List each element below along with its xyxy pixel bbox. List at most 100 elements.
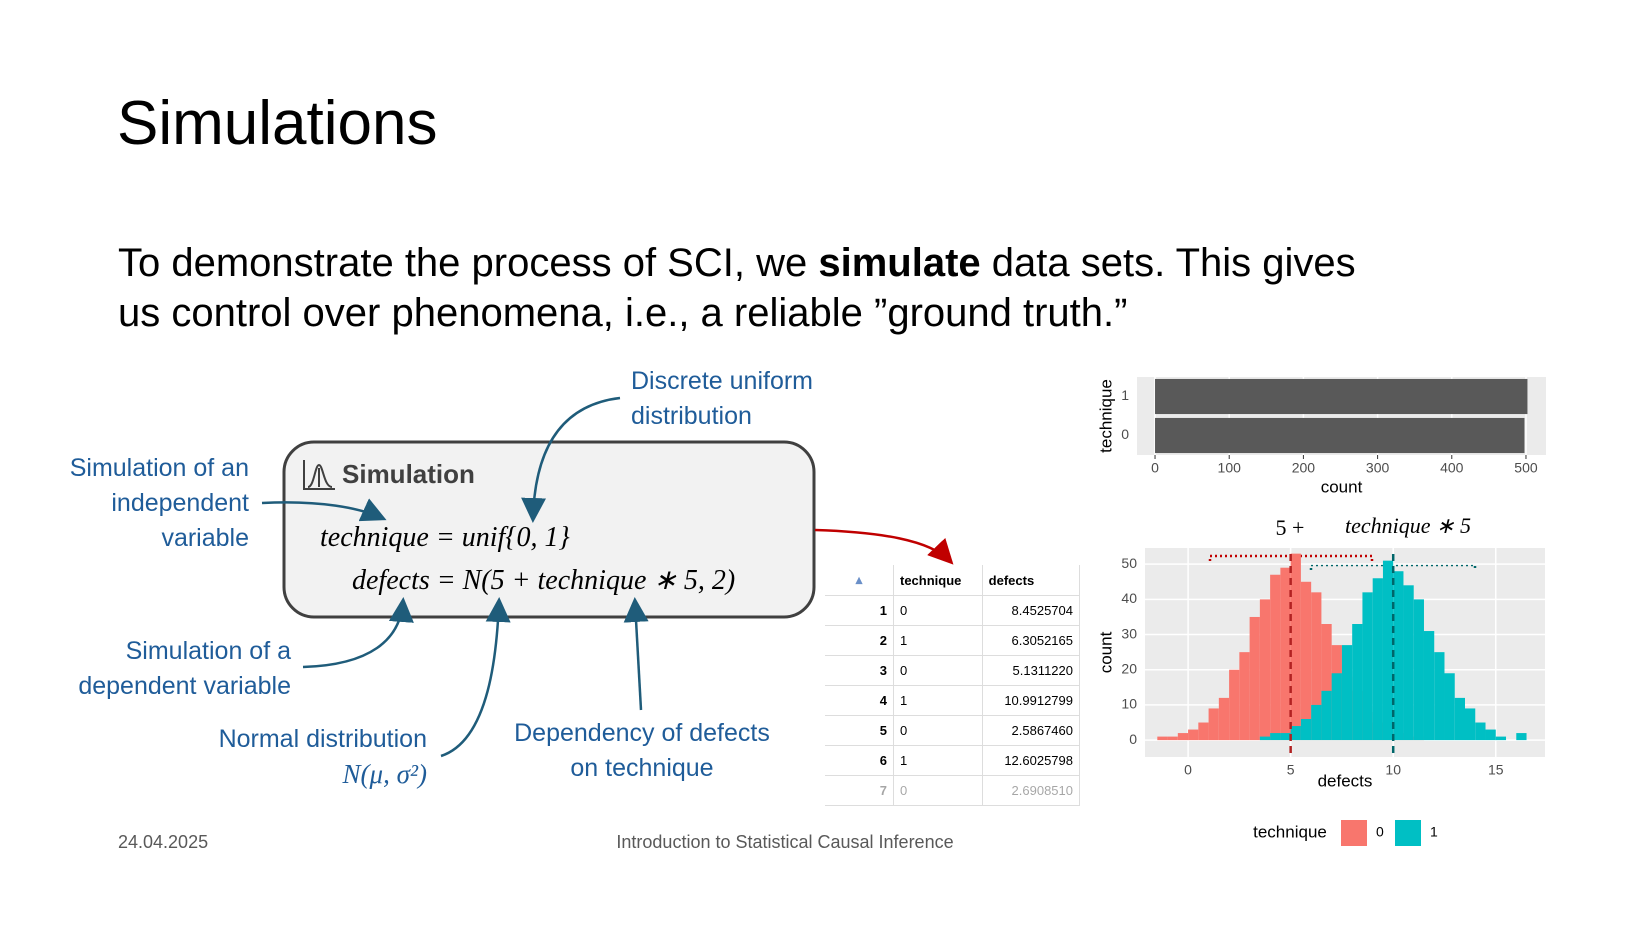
x-tick-label: 100 xyxy=(1218,460,1242,476)
hist-bar xyxy=(1311,704,1322,741)
y-tick-label: 10 xyxy=(1121,696,1137,712)
y-tick-label: 1 xyxy=(1121,387,1129,403)
intro-bold: simulate xyxy=(818,241,981,285)
table-cell: 1 xyxy=(893,685,983,716)
index-header: ▴ xyxy=(825,565,894,596)
intro-part: To demonstrate the process of SCI, we xyxy=(118,241,819,285)
hist-bar xyxy=(1280,733,1291,741)
table-row: 5 0 2.5867460 xyxy=(825,715,1081,746)
formula: technique = unif{0, 1} xyxy=(320,522,570,553)
hist-bar xyxy=(1495,736,1507,741)
hist-bar xyxy=(1218,697,1230,741)
x-axis-label: count xyxy=(1321,477,1363,496)
hist-bar xyxy=(1188,729,1199,741)
table-cell: 8.4525704 xyxy=(982,595,1081,626)
x-tick-label: 200 xyxy=(1292,460,1316,476)
legend-label: 0 xyxy=(1376,824,1384,840)
hist-bar xyxy=(1341,645,1353,741)
note: Simulation of a dependent variable xyxy=(78,637,291,700)
annotation: technique ∗ 5 xyxy=(1345,513,1471,538)
y-tick-label: 20 xyxy=(1121,660,1137,676)
hist-bar xyxy=(1290,553,1301,741)
annotation: 5 + xyxy=(1276,515,1305,540)
hist-bar xyxy=(1321,690,1332,741)
hist-bar xyxy=(1280,567,1291,741)
table-cell: 10.9912799 xyxy=(982,685,1081,716)
table-cell: 6 xyxy=(825,745,894,776)
y-axis-label: count xyxy=(1096,631,1115,673)
legend-title: technique xyxy=(1253,822,1327,841)
hist-bar xyxy=(1290,726,1301,741)
hist-bar xyxy=(1465,708,1476,741)
table-row: 2 1 6.3052165 xyxy=(825,625,1081,656)
hist-bar xyxy=(1157,736,1168,741)
hist-bar xyxy=(1259,599,1271,741)
hist-bar xyxy=(1249,616,1260,741)
x-axis-label: defects xyxy=(1318,771,1373,790)
table-cell: 6.3052165 xyxy=(982,625,1081,656)
note: Discrete uniform distribution xyxy=(631,367,813,430)
hist-bar xyxy=(1321,624,1332,741)
column-header: defects xyxy=(982,565,1081,596)
data-arrow xyxy=(814,528,954,565)
legend-key xyxy=(1395,820,1421,846)
hist-bar xyxy=(1229,669,1240,741)
simulation-box xyxy=(282,440,816,619)
x-tick-label: 400 xyxy=(1440,460,1464,476)
bar xyxy=(1155,378,1528,415)
hist-bar xyxy=(1362,592,1373,741)
hist-bar xyxy=(1444,673,1455,741)
y-tick-label: 40 xyxy=(1121,590,1137,606)
hist-bar xyxy=(1485,729,1496,741)
hist-bar xyxy=(1403,585,1414,741)
x-tick-label: 0 xyxy=(1151,460,1159,476)
note: Dependency of defects on technique xyxy=(514,719,770,782)
slide-title: Simulations xyxy=(117,89,438,158)
hist-bar xyxy=(1516,733,1527,741)
table-cell: 2 xyxy=(825,625,894,656)
hist-bar xyxy=(1382,560,1394,741)
table-row: 1 0 8.4525704 xyxy=(825,595,1081,626)
table-cell: 1 xyxy=(825,595,894,626)
y-tick-label: 0 xyxy=(1121,426,1129,442)
table-row: 3 0 5.1311220 xyxy=(825,655,1081,686)
intro-text: To demonstrate the process of SCI, we si… xyxy=(118,238,1383,338)
intro-part: data sets. This gives us control over ph… xyxy=(118,241,1356,335)
note: Simulation of an independent variable xyxy=(69,454,249,552)
x-tick-label: 15 xyxy=(1488,762,1504,778)
table-cell: 7 xyxy=(825,775,894,806)
table-row: 4 1 10.9912799 xyxy=(825,685,1081,716)
data-table: ▴ technique defects 1 0 8.4525704 2 1 6.3052165 3… xyxy=(825,565,1081,806)
y-axis-label: technique xyxy=(1096,379,1115,453)
hist-bar xyxy=(1311,592,1322,741)
footer-date: 24.04.2025 xyxy=(118,832,209,852)
note-formula: N(μ, σ²) xyxy=(342,759,427,789)
table-cell: 12.6025798 xyxy=(982,745,1081,776)
table-cell: 1 xyxy=(893,745,983,776)
hist-bar xyxy=(1413,599,1424,741)
hist-bar xyxy=(1259,736,1271,741)
table-cell: 1 xyxy=(893,625,983,656)
y-tick-label: 30 xyxy=(1121,625,1137,641)
hist-bar xyxy=(1208,708,1219,741)
hist-bar xyxy=(1372,578,1383,741)
y-tick-label: 50 xyxy=(1121,555,1137,571)
hist-bar xyxy=(1239,652,1250,741)
hist-bar xyxy=(1331,673,1342,741)
hist-bar xyxy=(1423,631,1435,741)
table-cell: 2.6908510 xyxy=(982,775,1081,806)
table-row: 6 1 12.6025798 xyxy=(825,745,1081,776)
hist-bar xyxy=(1300,581,1312,741)
distribution-icon xyxy=(303,460,335,490)
box-title: Simulation xyxy=(342,459,475,489)
legend-key xyxy=(1341,820,1367,846)
x-tick-label: 5 xyxy=(1287,762,1295,778)
hist-bar xyxy=(1270,733,1281,741)
table-cell: 0 xyxy=(893,715,983,746)
column-header: technique xyxy=(893,565,983,596)
formula: defects = N(5 + technique ∗ 5, 2) xyxy=(352,565,736,596)
table-cell: 0 xyxy=(893,655,983,686)
x-tick-label: 0 xyxy=(1184,762,1192,778)
